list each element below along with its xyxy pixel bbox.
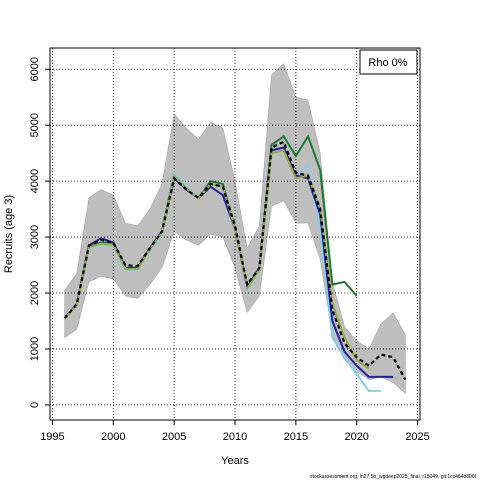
legend-text: Rho 0% [368,57,407,69]
y-tick-label: 2000 [29,281,41,305]
x-tick-label: 2000 [101,431,125,443]
x-tick-label: 2005 [162,431,186,443]
series-line [63,140,407,381]
y-tick-label: 5000 [29,113,41,137]
y-axis-label: Recruits (age 3) [3,195,15,273]
plot-frame [49,47,421,421]
caption: stockassessment.org, ln27.5b_wgdeep2025_… [310,474,477,480]
x-tick-label: 2020 [344,431,368,443]
x-tick-label: 1995 [40,431,64,443]
x-tick-label: 2015 [284,431,308,443]
y-tick-label: 1000 [29,337,41,361]
y-tick-label: 3000 [29,225,41,249]
y-tick-label: 0 [29,402,41,408]
x-tick-label: 2025 [405,431,429,443]
x-tick-label: 2010 [223,431,247,443]
x-axis-label: Years [221,455,249,467]
y-tick-label: 4000 [29,169,41,193]
legend-box [359,49,418,75]
y-tick-label: 6000 [29,57,41,81]
